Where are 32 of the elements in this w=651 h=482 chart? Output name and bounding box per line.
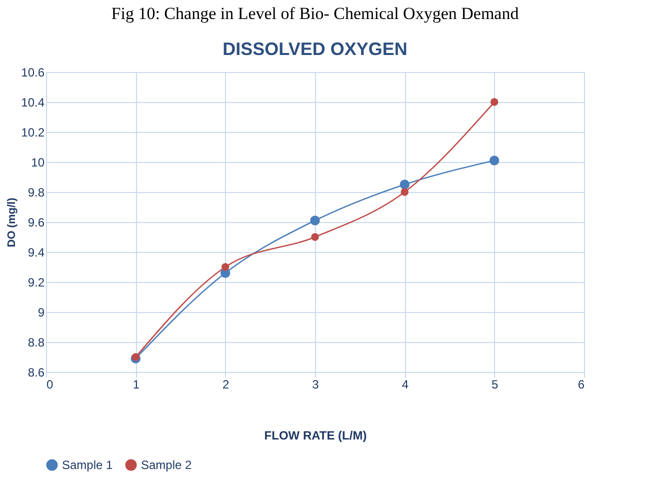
x-tick-label: 6 xyxy=(578,378,585,392)
x-tick-label: 2 xyxy=(222,378,230,392)
point xyxy=(132,353,140,361)
y-tick-label: 10.4 xyxy=(21,96,45,110)
point xyxy=(221,263,230,271)
point xyxy=(490,98,498,106)
y-tick-label: 8.8 xyxy=(28,336,45,350)
x-tick-label: 4 xyxy=(402,378,409,392)
point xyxy=(400,188,409,196)
caption: Fig 10: Change in Level of Bio- Chemical Oxygen Demand xyxy=(111,4,520,23)
x-tick-label: 5 xyxy=(491,378,498,392)
point xyxy=(310,216,320,226)
y-tick-label: 9.2 xyxy=(28,276,45,290)
x-tick-label: 3 xyxy=(312,378,320,392)
point xyxy=(311,233,319,241)
x-tick-label: 1 xyxy=(132,378,140,392)
y-tick-label: 9.8 xyxy=(28,186,45,200)
legend-label: Sample 1 xyxy=(62,458,114,472)
x-axis-title: FLOW RATE (L/M) xyxy=(264,428,367,442)
y-tick-label: 10.6 xyxy=(21,66,45,80)
y-tick-label: 9 xyxy=(38,306,45,320)
point xyxy=(400,180,410,190)
y-axis-title: DO (mg/l) xyxy=(6,197,18,248)
y-tick-label: 8.6 xyxy=(28,366,45,380)
y-tick-label: 10 xyxy=(31,156,45,170)
y-tick-label: 10.2 xyxy=(21,126,45,140)
x-tick-label: 0 xyxy=(46,378,54,392)
y-tick-label: 9.6 xyxy=(28,216,45,230)
chart-title: DISSOLVED OXYGEN xyxy=(222,39,408,59)
y-tick-label: 9.4 xyxy=(28,246,45,260)
point xyxy=(489,156,500,166)
legend-label: Sample 2 xyxy=(141,458,192,472)
